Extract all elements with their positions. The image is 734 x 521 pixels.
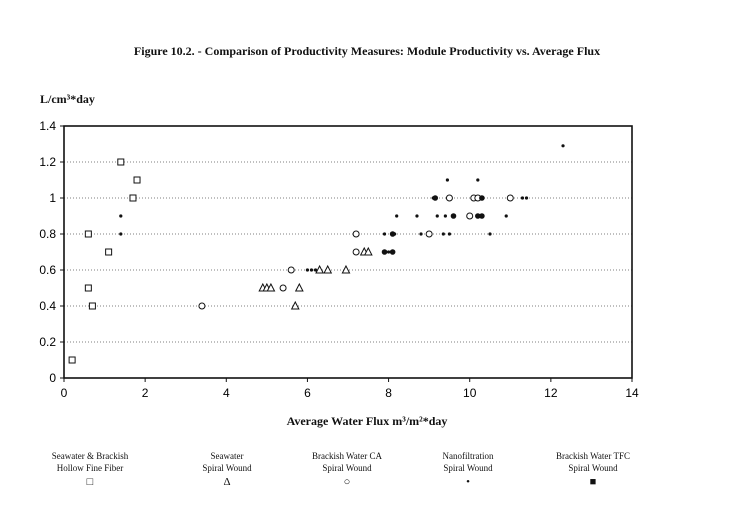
data-point-filled — [479, 195, 485, 201]
x-tick-label: 8 — [385, 386, 392, 400]
data-point-square — [84, 284, 92, 292]
triangle-open-icon: Δ — [223, 476, 231, 488]
y-tick-label: 0.2 — [39, 335, 56, 349]
x-axis-label: Average Water Flux m³/m²*day — [286, 414, 448, 428]
x-tick-label: 12 — [544, 386, 558, 400]
data-point-dot — [520, 196, 525, 200]
data-point-dot — [119, 214, 123, 218]
data-point-circle — [425, 230, 433, 238]
legend-label-line2: Spiral Wound — [202, 463, 252, 473]
square-filled-icon: ■ — [589, 476, 597, 488]
y-axis-label: L/cm³*day — [40, 92, 95, 106]
x-tick-label: 4 — [223, 386, 230, 400]
data-point-circle — [506, 194, 514, 202]
legend-item-seawater-spiral: Seawater Spiral Wound Δ — [167, 450, 287, 488]
data-point-triangle — [266, 282, 276, 292]
data-point-square — [129, 194, 137, 202]
data-point-dot — [488, 232, 492, 236]
data-point-circle — [445, 194, 453, 202]
data-point-dot — [382, 232, 387, 236]
data-point-dot — [395, 214, 399, 218]
data-point-dot — [447, 232, 452, 236]
data-point-filled — [389, 249, 396, 255]
legend-label-line1: Brackish Water CA — [311, 451, 383, 461]
data-point-dot — [476, 178, 480, 182]
data-point-filled — [450, 213, 457, 219]
legend-item-brackish-ca: Brackish Water CA Spiral Wound ○ — [287, 450, 407, 488]
data-point-square — [68, 356, 76, 364]
data-point-triangle — [315, 264, 325, 274]
x-tick-label: 0 — [61, 386, 68, 400]
legend-label-line2: Spiral Wound — [568, 463, 618, 473]
grid-lines — [64, 161, 632, 343]
legend-label-line2: Spiral Wound — [443, 463, 493, 473]
data-point-dot — [313, 268, 318, 272]
x-tick-label: 6 — [304, 386, 311, 400]
legend-item-nanofiltration: Nanofiltration Spiral Wound • — [408, 450, 528, 488]
y-tick-label: 1.4 — [39, 119, 56, 133]
legend-item-hollow-fine-fiber: Seawater & Brackish Hollow Fine Fiber □ — [30, 450, 150, 488]
legend-label-line1: Seawater & Brackish — [51, 451, 129, 461]
legend-label-line2: Spiral Wound — [322, 463, 372, 473]
data-point-filled — [475, 213, 481, 219]
data-point-triangle — [323, 264, 333, 274]
axes — [60, 125, 633, 382]
x-tick-label: 14 — [625, 386, 639, 400]
y-tick-label: 0.8 — [39, 227, 56, 241]
data-points — [68, 144, 565, 364]
y-tick-label: 1.2 — [39, 155, 56, 169]
y-tick-label: 0.4 — [39, 299, 56, 313]
data-point-filled — [432, 195, 439, 201]
y-tick-label: 0 — [49, 371, 56, 385]
legend-label-line1: Nanofiltration — [442, 451, 494, 461]
data-point-square — [117, 158, 125, 166]
data-point-circle — [198, 302, 206, 310]
data-point-circle — [466, 212, 474, 220]
data-point-dot — [305, 268, 310, 272]
figure-title: Figure 10.2. - Comparison of Productivit… — [133, 44, 601, 58]
data-point-triangle — [294, 282, 304, 292]
square-open-icon: □ — [86, 476, 94, 488]
data-point-dot — [435, 214, 439, 218]
legend-label-line1: Seawater — [210, 451, 244, 461]
data-point-dot — [441, 232, 445, 236]
data-point-filled — [381, 249, 388, 255]
legend-label-line1: Brackish Water TFC — [556, 451, 630, 461]
data-point-square — [88, 302, 96, 310]
y-tick-label: 0.6 — [39, 263, 56, 277]
data-point-dot — [561, 144, 565, 148]
data-point-dot — [119, 232, 123, 236]
dot-icon: • — [466, 476, 470, 488]
plot-frame — [63, 125, 633, 379]
data-point-dot — [443, 214, 447, 218]
circle-open-icon: ○ — [343, 476, 351, 488]
data-point-dot — [415, 214, 419, 218]
data-point-dot — [445, 178, 449, 182]
data-point-square — [105, 248, 113, 256]
data-point-dot — [309, 268, 314, 272]
data-point-square — [133, 176, 141, 184]
data-point-dot — [386, 250, 391, 254]
legend-item-brackish-tfc: Brackish Water TFC Spiral Wound ■ — [533, 450, 653, 488]
x-tick-label: 10 — [463, 386, 477, 400]
data-point-dot — [504, 214, 508, 218]
data-point-triangle — [363, 246, 373, 256]
data-point-square — [84, 230, 92, 238]
data-point-dot — [419, 232, 423, 236]
legend-label-line2: Hollow Fine Fiber — [56, 463, 124, 473]
data-point-dot — [524, 196, 529, 200]
data-point-circle — [352, 248, 360, 256]
y-tick-label: 1 — [49, 191, 56, 205]
data-point-triangle — [341, 264, 351, 274]
tick-labels: 0 0.2 0.4 0.6 0.8 1 1.2 1.4 0 2 4 6 8 10 12 14 — [39, 119, 639, 400]
data-point-circle — [287, 266, 295, 274]
data-point-filled — [389, 231, 396, 237]
data-point-filled — [479, 213, 485, 219]
data-point-circle — [352, 230, 360, 238]
data-point-triangle — [290, 300, 300, 310]
x-tick-label: 2 — [142, 386, 149, 400]
data-point-circle — [279, 284, 287, 292]
